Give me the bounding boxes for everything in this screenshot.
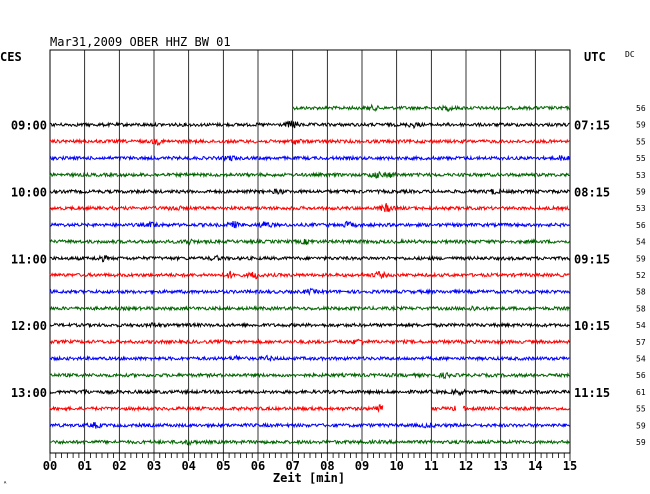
left-axis-label: CES — [0, 50, 22, 64]
chart-title: Mar31,2009 OBER HHZ BW 01 — [50, 35, 231, 49]
dc-value: 56 — [636, 104, 646, 113]
trace-row-20 — [50, 438, 571, 447]
dc-value: 54 — [636, 238, 646, 247]
trace-row-3 — [49, 154, 570, 162]
x-tick-label: 01 — [77, 459, 91, 473]
left-time-labels: 09:00 10:00 11:00 12:00 13:00 — [11, 119, 47, 400]
vertical-gridlines — [84, 50, 536, 453]
x-tick-label: 15 — [563, 459, 577, 473]
dc-value: 59 — [636, 188, 646, 197]
x-tick-label: 05 — [216, 459, 230, 473]
x-tick-label: 00 — [43, 459, 57, 473]
trace-row-5 — [49, 187, 571, 196]
minor-ticks — [49, 453, 571, 461]
dc-value: 53 — [636, 171, 646, 180]
dc-value: 54 — [636, 321, 646, 330]
trace-row-0 — [292, 103, 571, 113]
x-tick-label: 14 — [528, 459, 542, 473]
left-time-label: 09:00 — [11, 119, 47, 133]
trace-row-6 — [49, 203, 571, 213]
traces — [49, 103, 571, 447]
x-tick-label: 09 — [355, 459, 369, 473]
trace-row-12 — [50, 304, 571, 312]
x-tick-label: 06 — [251, 459, 265, 473]
right-axis-label: UTC — [584, 50, 606, 64]
dc-value: 56 — [636, 221, 646, 230]
dc-value: 61 — [636, 388, 646, 397]
trace-row-18-part-0 — [49, 404, 384, 414]
trace-row-16 — [49, 371, 571, 380]
left-time-label: 10:00 — [11, 186, 47, 200]
trace-row-10 — [49, 270, 571, 280]
left-time-label: 11:00 — [11, 252, 47, 266]
trace-row-17 — [49, 388, 571, 397]
dc-value: 59 — [636, 438, 646, 447]
trace-row-18-part-2 — [462, 405, 571, 412]
dc-value: 58 — [636, 288, 646, 297]
trace-row-11 — [49, 287, 571, 297]
x-tick-label: 07 — [285, 459, 299, 473]
x-tick-labels: 00 01 02 03 04 05 06 07 08 09 10 11 12 13 14 15 — [43, 459, 577, 473]
dc-label: DC — [625, 50, 635, 59]
x-tick-label: 11 — [424, 459, 438, 473]
x-tick-label: 13 — [493, 459, 507, 473]
dc-value: 55 — [636, 137, 646, 146]
right-time-label: 07:15 — [574, 119, 610, 133]
dc-value: 58 — [636, 304, 646, 313]
left-time-label: 13:00 — [11, 386, 47, 400]
dc-value: 56 — [636, 371, 646, 380]
x-tick-label: 02 — [112, 459, 126, 473]
dc-value: 57 — [636, 338, 646, 347]
dc-value: 52 — [636, 271, 646, 280]
x-tick-label: 04 — [181, 459, 195, 473]
right-time-labels: 07:15 08:15 09:15 10:15 11:15 — [574, 119, 610, 400]
x-tick-label: 12 — [459, 459, 473, 473]
trace-row-19 — [49, 421, 571, 429]
x-tick-label: 10 — [389, 459, 403, 473]
trace-row-2 — [49, 137, 571, 146]
trace-row-9 — [49, 254, 571, 263]
dc-value: 54 — [636, 355, 646, 364]
dc-value: 53 — [636, 204, 646, 213]
right-time-label: 09:15 — [574, 252, 610, 266]
dc-value: 59 — [636, 121, 646, 130]
trace-row-15 — [49, 354, 571, 362]
trace-row-8 — [49, 238, 571, 246]
trace-row-4 — [49, 170, 571, 179]
dc-values: 56 59 55 55 53 59 53 56 54 59 52 58 58 54 57 54 56 61 55 59… — [636, 104, 646, 447]
right-time-label: 11:15 — [574, 386, 610, 400]
dc-value: 55 — [636, 154, 646, 163]
right-time-label: 10:15 — [574, 319, 610, 333]
right-time-label: 08:15 — [574, 186, 610, 200]
trace-row-18-part-1 — [431, 405, 457, 412]
x-tick-label: 03 — [147, 459, 161, 473]
trace-row-7 — [49, 220, 571, 229]
corner-mark: ᴬ — [3, 479, 7, 488]
x-axis-label: Zeit [min] — [273, 471, 345, 485]
left-time-label: 12:00 — [11, 319, 47, 333]
dc-value: 59 — [636, 421, 646, 430]
dc-value: 55 — [636, 405, 646, 414]
trace-row-13 — [49, 321, 571, 329]
trace-row-1 — [49, 120, 570, 130]
x-tick-label: 08 — [320, 459, 334, 473]
dc-value: 59 — [636, 254, 646, 263]
trace-row-14 — [49, 338, 571, 346]
